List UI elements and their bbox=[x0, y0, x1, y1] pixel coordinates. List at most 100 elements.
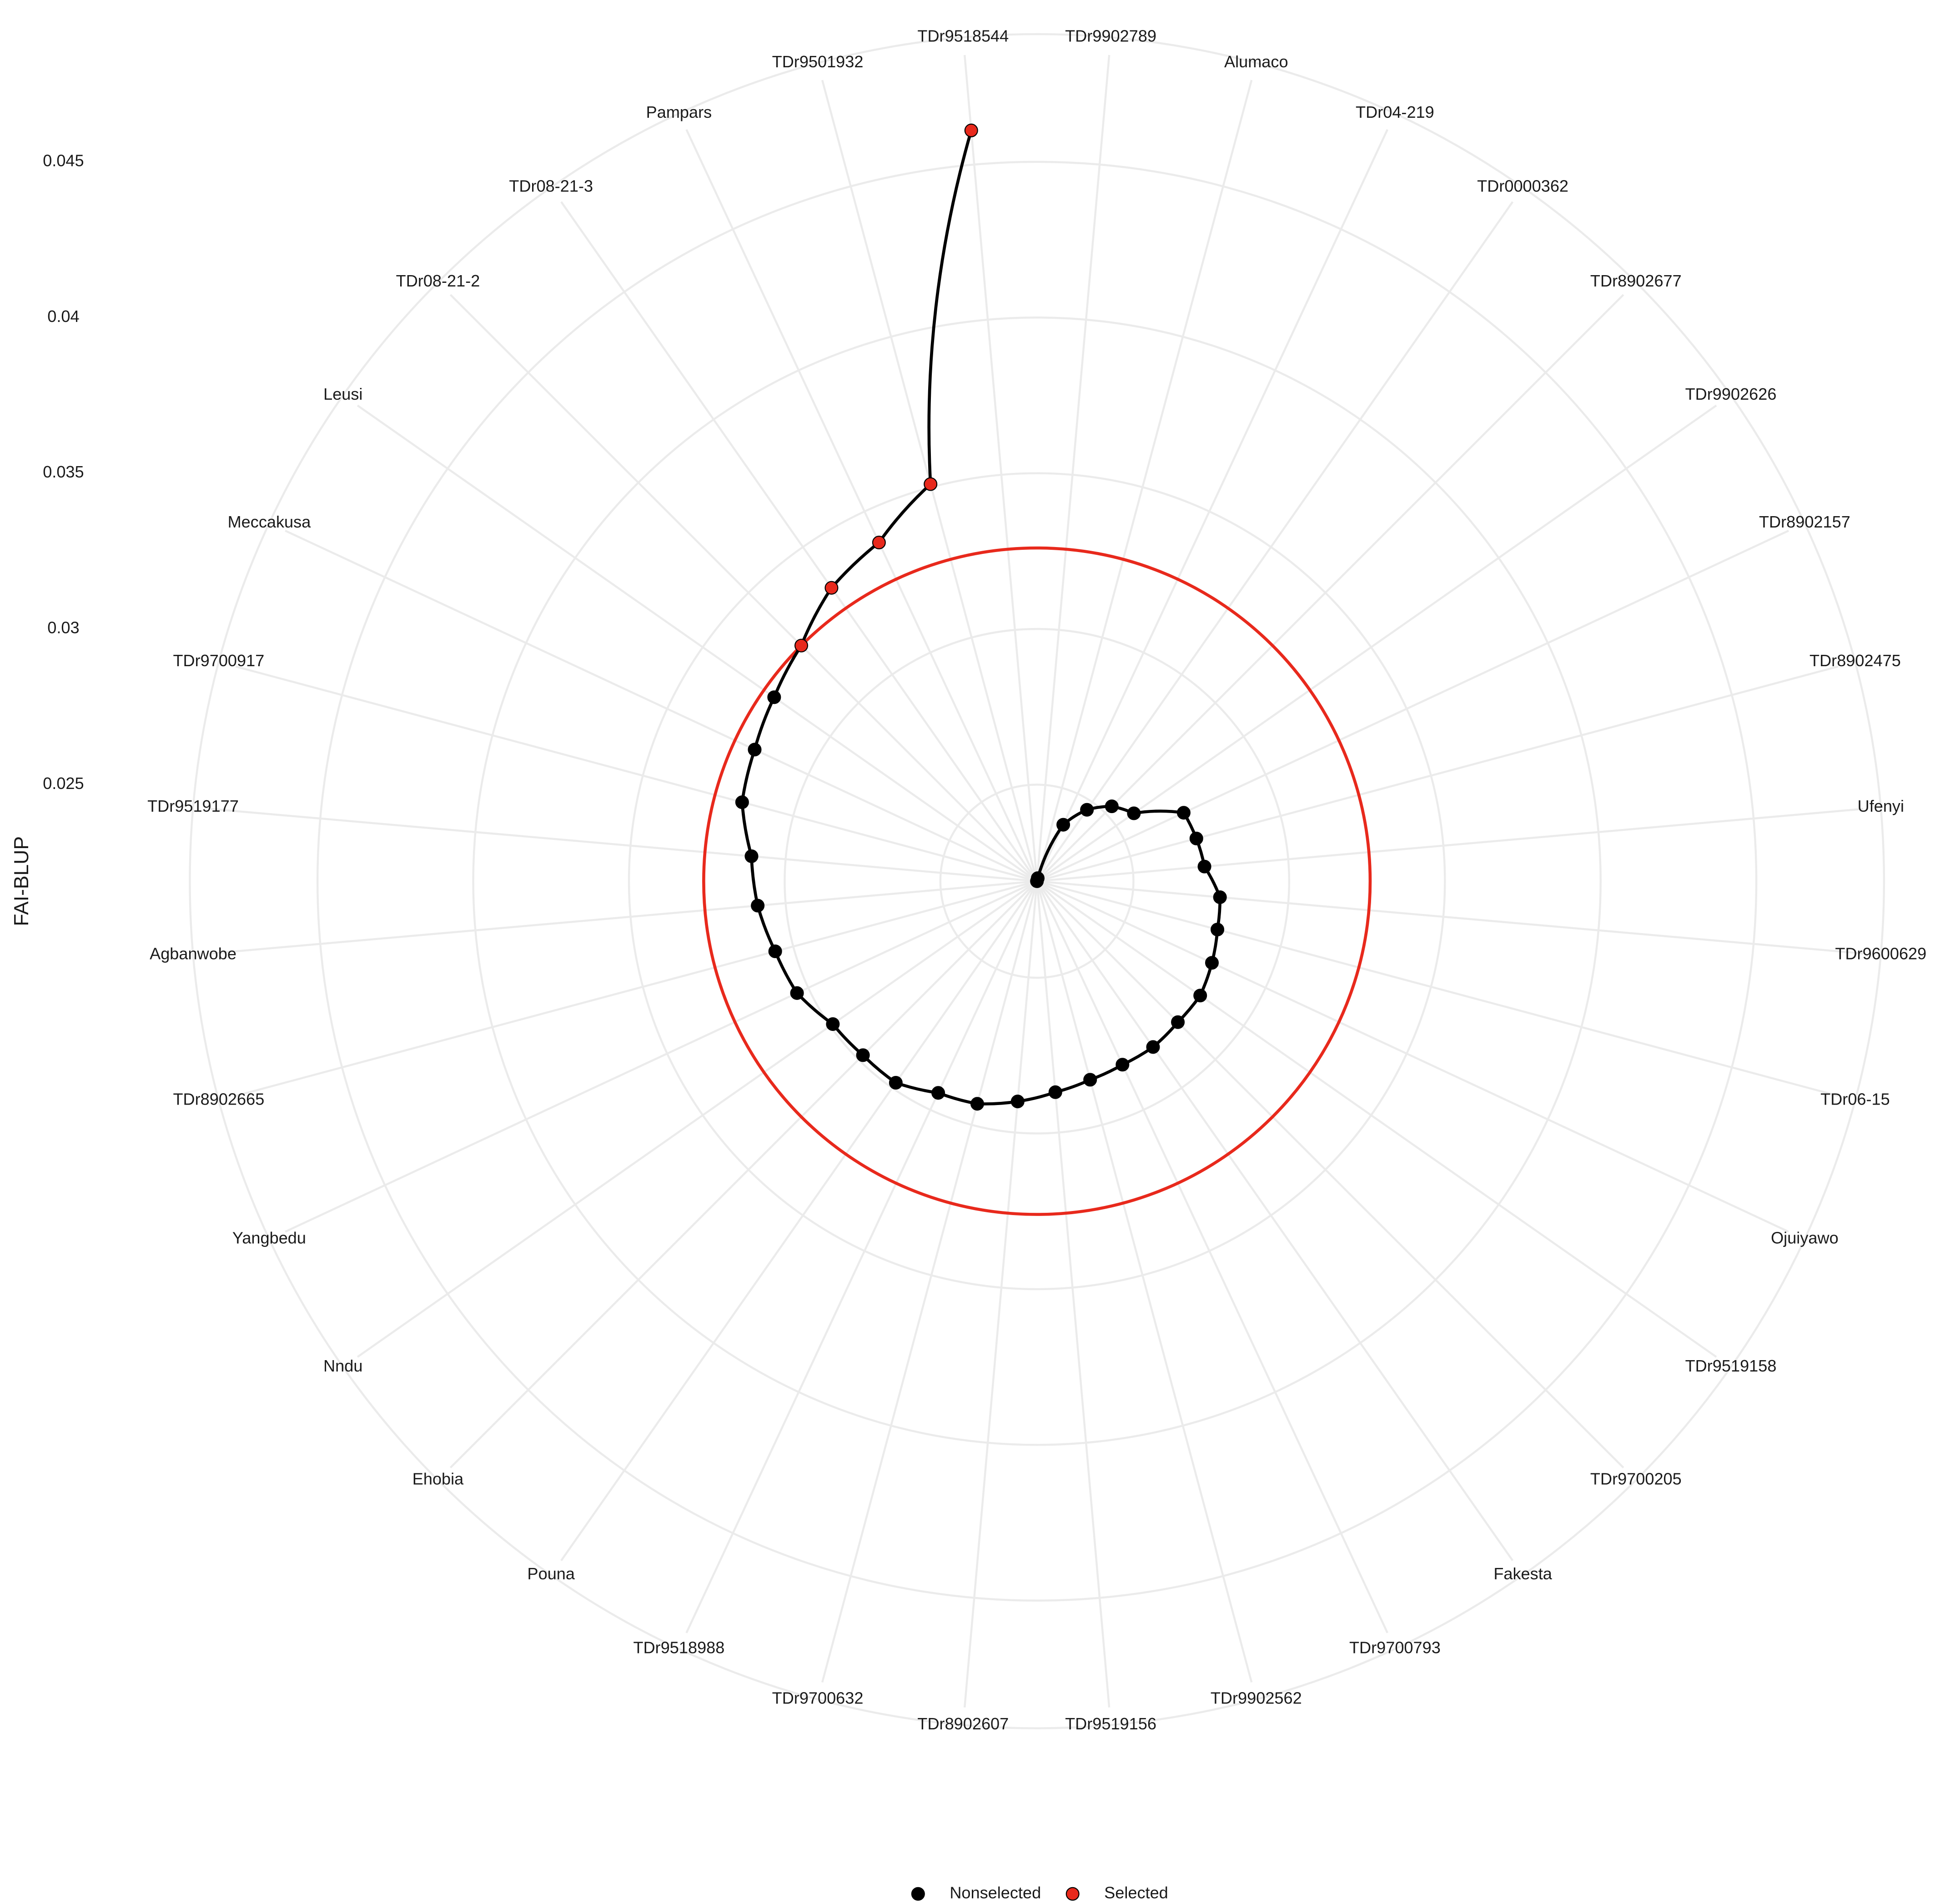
grid-spoke bbox=[821, 881, 1038, 1683]
category-label: TDr9501932 bbox=[772, 52, 864, 71]
category-label: Ojuiyawo bbox=[1771, 1229, 1839, 1247]
category-label: TDr9700205 bbox=[1590, 1470, 1682, 1488]
category-label: Pouna bbox=[528, 1564, 575, 1583]
data-point bbox=[744, 849, 759, 863]
data-point bbox=[970, 1097, 985, 1111]
data-point bbox=[790, 986, 804, 1000]
data-point bbox=[924, 477, 938, 491]
grid-spoke bbox=[1036, 880, 1864, 955]
grid-spoke bbox=[963, 881, 1038, 1708]
data-point bbox=[1193, 989, 1207, 1003]
grid-spoke bbox=[235, 880, 1037, 1097]
data-point bbox=[824, 581, 839, 595]
grid-spoke bbox=[449, 880, 1038, 1469]
grid-spoke bbox=[285, 530, 1038, 882]
grid-spoke bbox=[1036, 880, 1514, 1562]
category-label: TDr9519156 bbox=[1065, 1714, 1156, 1733]
grid-spoke bbox=[685, 880, 1038, 1633]
grid-spoke bbox=[1036, 80, 1253, 882]
grid-spoke bbox=[211, 808, 1037, 883]
data-point bbox=[1080, 803, 1094, 817]
category-label: TDr08-21-2 bbox=[396, 271, 480, 290]
grid-spoke bbox=[963, 55, 1038, 882]
category-label: Ufenyi bbox=[1858, 797, 1904, 815]
y-tick-label: 0.045 bbox=[43, 151, 84, 170]
data-point bbox=[768, 944, 782, 959]
data-point bbox=[1127, 806, 1141, 820]
category-label: TDr8902475 bbox=[1809, 651, 1901, 670]
category-label: TDr8902677 bbox=[1590, 271, 1682, 290]
grid-spoke bbox=[1036, 129, 1388, 882]
data-point bbox=[767, 690, 781, 704]
grid-spoke bbox=[1036, 881, 1253, 1683]
data-point bbox=[1083, 1073, 1097, 1087]
data-point bbox=[1048, 1085, 1062, 1099]
grid-spoke bbox=[1035, 881, 1111, 1708]
threshold-circle bbox=[702, 546, 1372, 1216]
grid-spoke bbox=[1036, 808, 1864, 883]
category-label: Nndu bbox=[323, 1356, 362, 1375]
category-label: TDr8902665 bbox=[173, 1090, 264, 1108]
legend-label: Nonselected bbox=[950, 1883, 1041, 1902]
legend-marker bbox=[1065, 1887, 1080, 1901]
category-label: TDr9519158 bbox=[1685, 1356, 1777, 1375]
grid-spoke bbox=[1036, 880, 1839, 1097]
y-tick-label: 0.035 bbox=[43, 462, 84, 481]
category-label: TDr9518988 bbox=[633, 1638, 725, 1657]
data-point bbox=[1211, 923, 1225, 937]
category-label: TDr9902562 bbox=[1211, 1689, 1302, 1708]
grid-spoke bbox=[235, 665, 1037, 882]
data-point bbox=[1010, 1095, 1025, 1109]
grid-spoke bbox=[1036, 201, 1514, 882]
y-tick-label: 0.025 bbox=[43, 774, 84, 793]
category-label: Agbanwobe bbox=[150, 944, 236, 963]
grid-spoke bbox=[560, 880, 1038, 1562]
data-point bbox=[1056, 818, 1070, 832]
category-label: Ehobia bbox=[412, 1470, 464, 1488]
category-label: Leusi bbox=[323, 385, 362, 403]
data-point bbox=[872, 535, 886, 550]
data-point bbox=[751, 899, 765, 913]
grid-circle bbox=[472, 316, 1602, 1446]
legend-marker bbox=[911, 1887, 925, 1901]
data-line bbox=[740, 130, 1222, 1105]
category-label: TDr9700632 bbox=[772, 1689, 864, 1708]
data-point bbox=[826, 1017, 840, 1031]
grid-spoke bbox=[357, 880, 1038, 1358]
grid-spoke bbox=[285, 880, 1038, 1233]
data-point bbox=[748, 743, 762, 757]
category-label: Alumaco bbox=[1224, 52, 1288, 71]
grid-spoke bbox=[1036, 665, 1839, 882]
grid-spoke bbox=[211, 880, 1037, 955]
grid-circle bbox=[628, 472, 1446, 1291]
y-tick-label: 0.04 bbox=[47, 307, 79, 326]
grid-spoke bbox=[1036, 880, 1624, 1469]
category-label: TDr06-15 bbox=[1820, 1090, 1890, 1108]
category-label: TDr9519177 bbox=[147, 797, 239, 815]
data-point bbox=[735, 795, 749, 809]
grid-spoke bbox=[1036, 880, 1717, 1358]
category-label: TDr0000362 bbox=[1477, 176, 1568, 195]
category-label: TDr08-21-3 bbox=[509, 176, 593, 195]
category-label: TDr9700793 bbox=[1349, 1638, 1441, 1657]
data-point bbox=[794, 638, 809, 653]
category-label: Fakesta bbox=[1493, 1564, 1552, 1583]
grid-circle bbox=[784, 628, 1291, 1135]
data-point bbox=[1030, 871, 1045, 885]
grid-spoke bbox=[1036, 404, 1717, 882]
grid-spoke bbox=[357, 404, 1038, 882]
data-point bbox=[1105, 799, 1119, 814]
grid-spoke bbox=[685, 129, 1038, 882]
category-label: TDr9600629 bbox=[1835, 944, 1926, 963]
data-point bbox=[931, 1086, 945, 1100]
data-point bbox=[1213, 890, 1227, 904]
category-label: TDr04-219 bbox=[1356, 103, 1434, 121]
category-label: Meccakusa bbox=[228, 512, 312, 531]
grid-spoke bbox=[1036, 530, 1789, 882]
data-point bbox=[856, 1048, 870, 1062]
category-label: TDr9902789 bbox=[1065, 27, 1156, 45]
category-label: TDr9518544 bbox=[917, 27, 1009, 45]
data-point bbox=[1205, 956, 1219, 970]
y-tick-label: 0.03 bbox=[47, 618, 79, 637]
